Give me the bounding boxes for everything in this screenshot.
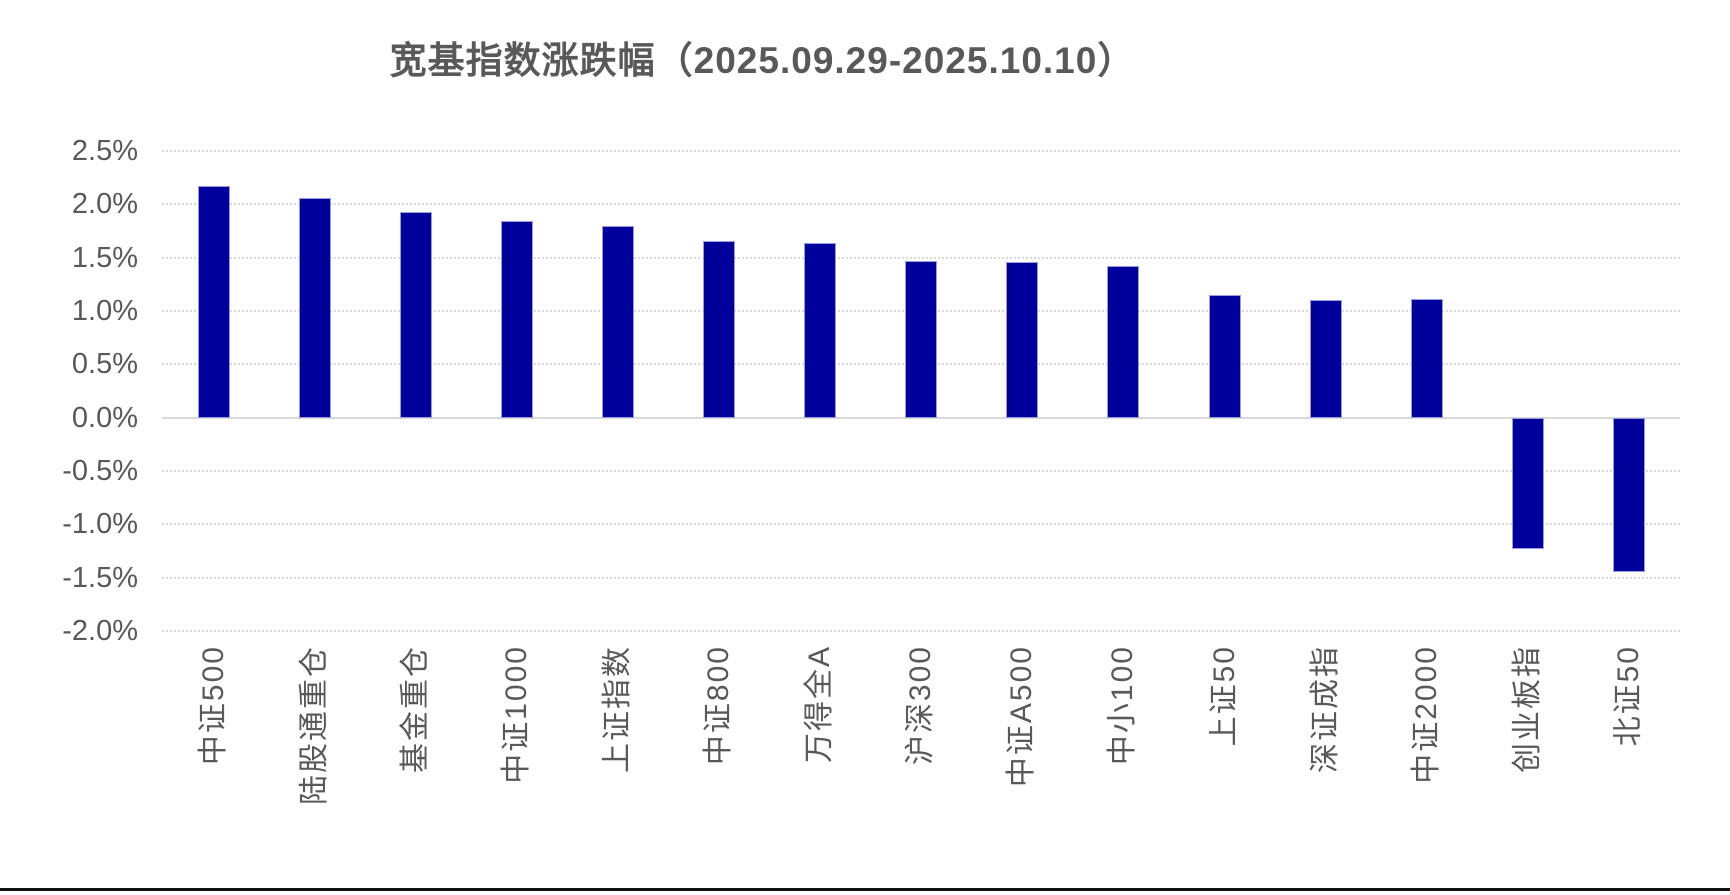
bottom-divider bbox=[0, 888, 1730, 891]
chart-bar bbox=[1410, 299, 1443, 418]
chart-bar bbox=[1208, 295, 1241, 418]
x-axis-label-text: 上证指数 bbox=[600, 645, 634, 773]
x-axis-label-text: 北证50 bbox=[1611, 645, 1645, 747]
x-axis-label: 深证成指 bbox=[1308, 645, 1344, 773]
x-axis-label: 上证50 bbox=[1207, 645, 1243, 746]
x-axis-label: 中小100 bbox=[1105, 645, 1141, 765]
x-axis-label: 中证A500 bbox=[1004, 645, 1040, 787]
chart-bar bbox=[500, 221, 533, 418]
y-tick-label: 2.0% bbox=[71, 188, 138, 221]
chart-bar bbox=[804, 242, 837, 418]
y-tick-label: -0.5% bbox=[62, 455, 138, 487]
gridline bbox=[162, 470, 1680, 472]
x-axis-label-text: 中小100 bbox=[1106, 645, 1140, 766]
chart-bar bbox=[1612, 417, 1645, 573]
chart-bar bbox=[601, 225, 634, 418]
y-tick-label: -2.0% bbox=[62, 615, 138, 647]
x-axis-label: 中证800 bbox=[701, 645, 737, 765]
chart-title: 宽基指数涨跌幅（2025.09.29-2025.10.10） bbox=[389, 40, 1136, 81]
plot-area bbox=[162, 150, 1680, 632]
y-tick-label: 1.5% bbox=[71, 241, 138, 274]
y-tick-label: 1.0% bbox=[71, 295, 138, 327]
x-axis-label-text: 中证800 bbox=[702, 645, 735, 766]
gridline bbox=[162, 523, 1680, 526]
x-axis-label: 中证500 bbox=[196, 645, 232, 765]
x-axis-label-text: 万得全A bbox=[803, 645, 837, 764]
gridline bbox=[162, 256, 1680, 259]
x-axis-label-text: 中证A500 bbox=[1005, 645, 1039, 788]
x-axis-label: 北证50 bbox=[1611, 645, 1647, 746]
gridline bbox=[162, 576, 1680, 579]
x-axis-label: 中证1000 bbox=[499, 645, 535, 784]
chart-bar bbox=[1107, 266, 1140, 418]
gridline bbox=[162, 203, 1680, 206]
y-tick-label: 0.0% bbox=[71, 401, 138, 434]
gridline bbox=[162, 150, 1680, 152]
x-axis-label: 陆股通重仓 bbox=[297, 645, 333, 805]
x-axis-label: 中证2000 bbox=[1409, 645, 1445, 784]
chart-bar bbox=[399, 211, 432, 418]
x-axis-label-text: 深证成指 bbox=[1308, 645, 1342, 773]
chart-bar bbox=[197, 186, 230, 418]
x-axis-label: 上证指数 bbox=[600, 645, 636, 773]
chart-bar bbox=[703, 240, 735, 418]
x-axis-label-text: 创业板指 bbox=[1510, 645, 1544, 773]
y-tick-label: -1.0% bbox=[62, 508, 138, 541]
chart-bar bbox=[1006, 261, 1039, 418]
x-axis-label-text: 中证1000 bbox=[499, 645, 533, 784]
x-axis-label-text: 中证2000 bbox=[1409, 645, 1443, 784]
x-axis-label: 万得全A bbox=[802, 645, 838, 763]
zero-axis-line bbox=[162, 416, 1680, 419]
x-axis-label: 创业板指 bbox=[1510, 645, 1546, 773]
x-axis-label: 沪深300 bbox=[903, 645, 939, 765]
x-axis-label-text: 中证500 bbox=[196, 645, 230, 766]
chart-bar bbox=[1511, 417, 1544, 549]
chart-bar bbox=[298, 197, 331, 418]
x-axis-label: 基金重仓 bbox=[398, 645, 434, 773]
gridline bbox=[162, 630, 1680, 632]
chart-bar bbox=[905, 260, 938, 418]
chart-bar bbox=[1309, 300, 1342, 418]
y-tick-label: 2.5% bbox=[71, 135, 138, 167]
y-tick-label: 0.5% bbox=[71, 348, 138, 381]
x-axis-label-text: 基金重仓 bbox=[398, 645, 432, 773]
x-axis-label-text: 陆股通重仓 bbox=[297, 645, 331, 805]
x-axis-label-text: 上证50 bbox=[1207, 645, 1241, 747]
y-tick-label: -1.5% bbox=[62, 561, 138, 594]
x-axis-label-text: 沪深300 bbox=[904, 645, 938, 766]
